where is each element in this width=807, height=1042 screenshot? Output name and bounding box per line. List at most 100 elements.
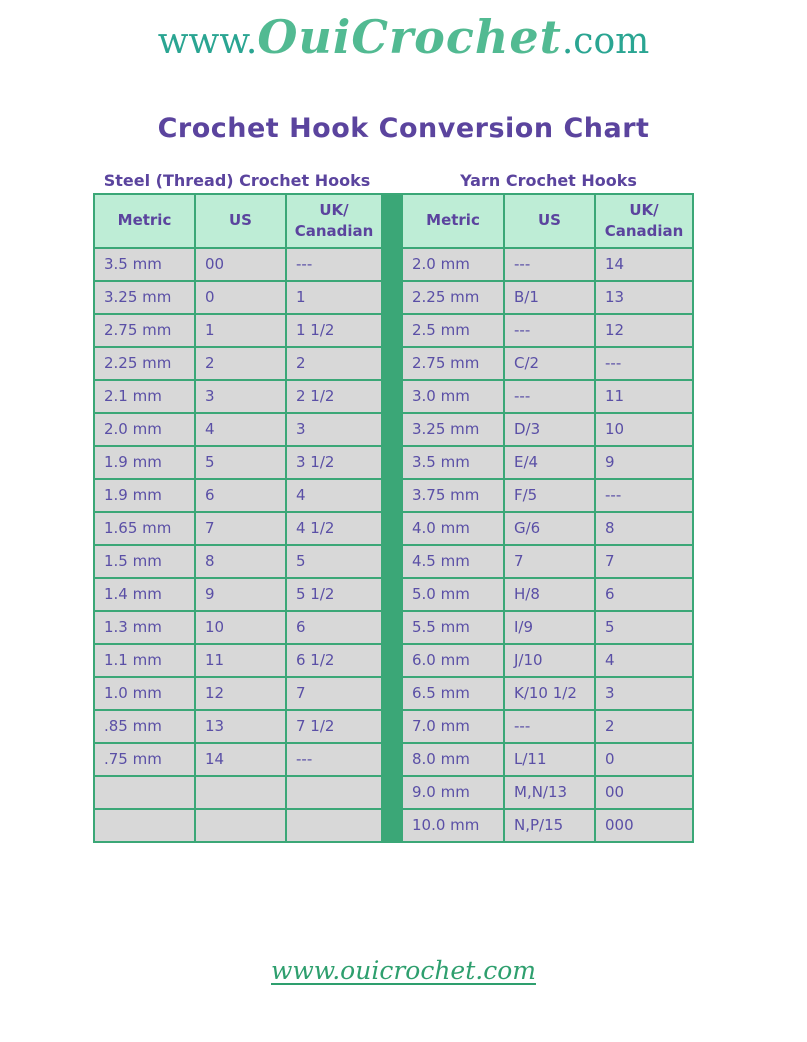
table-cell: 3 <box>285 411 383 447</box>
table-row: 4.0 mm G/6 8 <box>401 510 694 546</box>
table-row: 3.5 mm 00 --- <box>93 246 383 282</box>
table-cell: --- <box>594 345 694 381</box>
table-cell: 12 <box>594 312 694 348</box>
logo-brand: OuiCrochet <box>257 10 562 64</box>
table-divider <box>383 192 401 843</box>
table-cell: E/4 <box>503 444 596 480</box>
table-cell: D/3 <box>503 411 596 447</box>
table-cell: 10 <box>194 609 287 645</box>
table-cell: 4.0 mm <box>401 510 505 546</box>
table-cell: 8 <box>194 543 287 579</box>
table-cell: 2 <box>594 708 694 744</box>
column-header-us: US <box>503 192 596 249</box>
table-row: 3.25 mm D/3 10 <box>401 411 694 447</box>
table-cell: --- <box>503 708 596 744</box>
logo-prefix: www. <box>157 21 258 62</box>
site-logo: www.OuiCrochet.com <box>0 0 807 63</box>
table-cell: 5 <box>285 543 383 579</box>
table-row: 3.75 mm F/5 --- <box>401 477 694 513</box>
table-cell: 2 <box>194 345 287 381</box>
table-cell: --- <box>503 378 596 414</box>
table-cell: 9 <box>194 576 287 612</box>
yarn-hooks-table: Metric US UK/ Canadian 2.0 mm --- 14 2.25 m… <box>401 192 694 843</box>
column-header-us: US <box>194 192 287 249</box>
table-cell: 1 <box>194 312 287 348</box>
table-headings-row: Steel (Thread) Crochet Hooks Yarn Croche… <box>93 171 694 193</box>
steel-hooks-heading: Steel (Thread) Crochet Hooks <box>103 170 371 190</box>
table-cell: 2.25 mm <box>401 279 505 315</box>
table-row: 4.5 mm 7 7 <box>401 543 694 579</box>
table-cell: 10 <box>594 411 694 447</box>
table-row: .75 mm 14 --- <box>93 741 383 777</box>
header-row: Metric US UK/ Canadian <box>401 192 694 249</box>
table-cell: M,N/13 <box>503 774 596 810</box>
table-cell: --- <box>285 741 383 777</box>
table-cell: 11 <box>594 378 694 414</box>
table-row: 2.75 mm C/2 --- <box>401 345 694 381</box>
table-cell: 2.1 mm <box>93 378 196 414</box>
table-cell: 2.5 mm <box>401 312 505 348</box>
table-cell: 1.9 mm <box>93 477 196 513</box>
table-row: 2.0 mm --- 14 <box>401 246 694 282</box>
website-link[interactable]: www.ouicrochet.com <box>271 955 536 985</box>
table-cell: F/5 <box>503 477 596 513</box>
table-cell: 5 <box>594 609 694 645</box>
table-cell: 7.0 mm <box>401 708 505 744</box>
table-cell: B/1 <box>503 279 596 315</box>
table-cell: 6.0 mm <box>401 642 505 678</box>
table-cell: 13 <box>194 708 287 744</box>
table-cell: 9.0 mm <box>401 774 505 810</box>
table-cell <box>194 774 287 810</box>
table-cell: 7 <box>594 543 694 579</box>
table-cell: 2.25 mm <box>93 345 196 381</box>
table-cell: 3.75 mm <box>401 477 505 513</box>
table-cell: 1.4 mm <box>93 576 196 612</box>
table-cell: 1 <box>285 279 383 315</box>
table-cell: --- <box>594 477 694 513</box>
table-cell: N,P/15 <box>503 807 596 843</box>
table-cell: 1.1 mm <box>93 642 196 678</box>
table-cell: 1.9 mm <box>93 444 196 480</box>
header-row: Metric US UK/ Canadian <box>93 192 383 249</box>
table-cell: 4 <box>194 411 287 447</box>
table-cell: 3 <box>194 378 287 414</box>
table-cell <box>285 774 383 810</box>
page-title: Crochet Hook Conversion Chart <box>157 112 650 144</box>
table-cell: C/2 <box>503 345 596 381</box>
table-cell <box>194 807 287 843</box>
table-row: 1.9 mm 6 4 <box>93 477 383 513</box>
table-cell: 4 <box>285 477 383 513</box>
table-cell: 7 <box>503 543 596 579</box>
table-cell <box>93 807 196 843</box>
table-row: 2.25 mm B/1 13 <box>401 279 694 315</box>
conversion-tables: Metric US UK/ Canadian 3.5 mm 00 --- 3.25 m… <box>93 192 694 843</box>
table-cell <box>285 807 383 843</box>
table-row: 1.65 mm 7 4 1/2 <box>93 510 383 546</box>
table-row: 2.1 mm 3 2 1/2 <box>93 378 383 414</box>
table-cell: 0 <box>194 279 287 315</box>
table-cell: 1.0 mm <box>93 675 196 711</box>
table-row: 10.0 mm N,P/15 000 <box>401 807 694 843</box>
table-row: 2.75 mm 1 1 1/2 <box>93 312 383 348</box>
table-cell: 5 1/2 <box>285 576 383 612</box>
table-cell: L/11 <box>503 741 596 777</box>
table-cell: 14 <box>594 246 694 282</box>
table-cell <box>93 774 196 810</box>
table-cell: 6 <box>194 477 287 513</box>
table-cell: 2.75 mm <box>401 345 505 381</box>
table-cell: 6 <box>594 576 694 612</box>
table-row <box>93 807 383 843</box>
table-cell: 9 <box>594 444 694 480</box>
table-row: 2.0 mm 4 3 <box>93 411 383 447</box>
table-cell: H/8 <box>503 576 596 612</box>
table-cell: 5.0 mm <box>401 576 505 612</box>
table-cell: 10.0 mm <box>401 807 505 843</box>
table-cell: .75 mm <box>93 741 196 777</box>
table-cell: 5 <box>194 444 287 480</box>
yarn-hooks-heading: Yarn Crochet Hooks <box>460 170 637 190</box>
table-cell: 3.5 mm <box>93 246 196 282</box>
table-cell: 4 <box>594 642 694 678</box>
table-row: 1.4 mm 9 5 1/2 <box>93 576 383 612</box>
table-cell: 1 1/2 <box>285 312 383 348</box>
